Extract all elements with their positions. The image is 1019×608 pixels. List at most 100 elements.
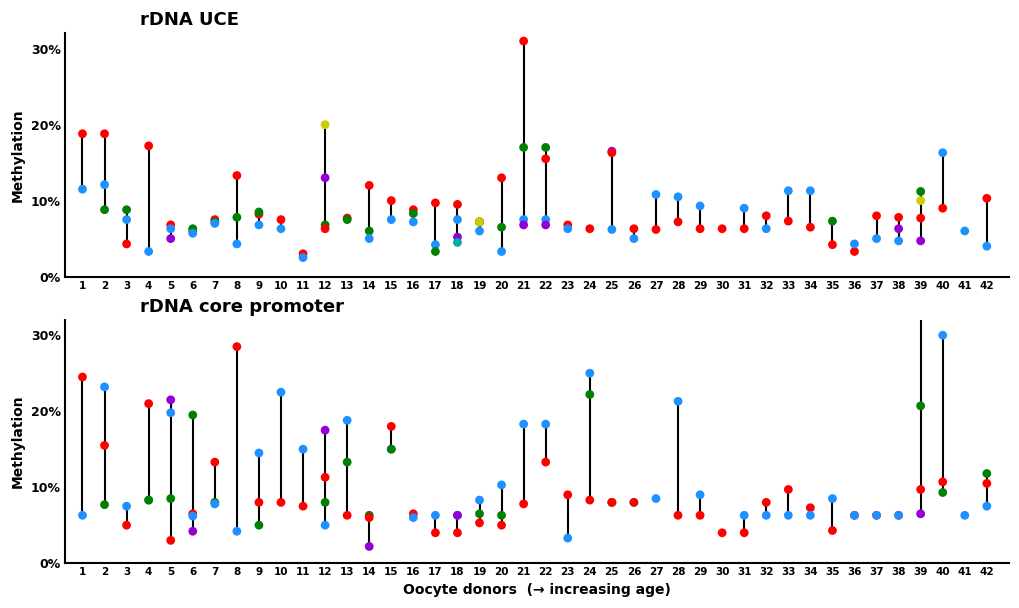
Point bbox=[141, 496, 157, 505]
Point bbox=[405, 509, 421, 519]
Point bbox=[823, 494, 840, 503]
Point bbox=[448, 199, 465, 209]
Point bbox=[141, 496, 157, 505]
Point bbox=[956, 511, 972, 520]
Point bbox=[669, 396, 686, 406]
Point bbox=[184, 229, 201, 238]
Point bbox=[890, 236, 906, 246]
Point bbox=[933, 488, 950, 497]
Point bbox=[184, 527, 201, 536]
Point bbox=[956, 226, 972, 236]
Point bbox=[603, 497, 620, 507]
Point bbox=[383, 196, 399, 206]
Point bbox=[471, 217, 487, 227]
Point bbox=[207, 215, 223, 224]
Point bbox=[361, 226, 377, 236]
Point bbox=[162, 408, 178, 418]
Point bbox=[713, 224, 730, 233]
X-axis label: Oocyte donors  (→ increasing age): Oocyte donors (→ increasing age) bbox=[403, 583, 671, 597]
Point bbox=[251, 209, 267, 219]
Point bbox=[846, 511, 862, 520]
Point bbox=[272, 224, 288, 233]
Point bbox=[780, 186, 796, 196]
Point bbox=[912, 213, 928, 223]
Point bbox=[713, 528, 730, 537]
Point bbox=[912, 401, 928, 411]
Point bbox=[338, 457, 355, 467]
Point bbox=[96, 129, 112, 139]
Point bbox=[294, 249, 311, 258]
Point bbox=[890, 212, 906, 222]
Point bbox=[691, 490, 707, 500]
Point bbox=[912, 236, 928, 246]
Point bbox=[559, 490, 576, 500]
Point bbox=[74, 511, 91, 520]
Point bbox=[471, 496, 487, 505]
Point bbox=[537, 220, 553, 230]
Point bbox=[933, 148, 950, 157]
Point bbox=[867, 233, 883, 243]
Point bbox=[537, 142, 553, 152]
Point bbox=[603, 224, 620, 234]
Point bbox=[757, 511, 773, 520]
Point bbox=[427, 528, 443, 537]
Point bbox=[603, 497, 620, 507]
Point bbox=[251, 448, 267, 458]
Point bbox=[228, 342, 245, 351]
Point bbox=[977, 241, 994, 251]
Point bbox=[603, 148, 620, 157]
Text: rDNA UCE: rDNA UCE bbox=[141, 11, 239, 29]
Point bbox=[912, 285, 928, 294]
Point bbox=[96, 500, 112, 510]
Point bbox=[912, 187, 928, 196]
Point bbox=[405, 217, 421, 227]
Point bbox=[317, 472, 333, 482]
Point bbox=[780, 511, 796, 520]
Point bbox=[823, 240, 840, 249]
Point bbox=[251, 220, 267, 230]
Point bbox=[736, 528, 752, 537]
Point bbox=[801, 503, 817, 513]
Point bbox=[405, 205, 421, 215]
Point bbox=[141, 247, 157, 257]
Point bbox=[383, 215, 399, 224]
Point bbox=[537, 420, 553, 429]
Point bbox=[867, 211, 883, 221]
Point bbox=[912, 485, 928, 494]
Point bbox=[581, 390, 597, 399]
Point bbox=[448, 238, 465, 247]
Point bbox=[757, 211, 773, 221]
Point bbox=[669, 192, 686, 202]
Point bbox=[757, 497, 773, 507]
Point bbox=[118, 205, 135, 215]
Point bbox=[74, 372, 91, 382]
Point bbox=[625, 224, 641, 233]
Point bbox=[867, 511, 883, 520]
Point bbox=[691, 511, 707, 520]
Point bbox=[74, 129, 91, 139]
Point bbox=[162, 224, 178, 233]
Point bbox=[338, 213, 355, 223]
Point bbox=[780, 216, 796, 226]
Point bbox=[801, 511, 817, 520]
Point bbox=[581, 224, 597, 233]
Point bbox=[207, 218, 223, 228]
Point bbox=[890, 511, 906, 520]
Point bbox=[780, 485, 796, 494]
Point bbox=[448, 511, 465, 520]
Point bbox=[647, 494, 663, 503]
Point bbox=[493, 247, 510, 257]
Point bbox=[272, 387, 288, 397]
Point bbox=[493, 173, 510, 182]
Point bbox=[251, 520, 267, 530]
Point bbox=[448, 528, 465, 537]
Point bbox=[118, 502, 135, 511]
Point bbox=[912, 196, 928, 206]
Point bbox=[448, 232, 465, 242]
Point bbox=[890, 224, 906, 233]
Point bbox=[537, 457, 553, 467]
Point bbox=[823, 216, 840, 226]
Point bbox=[537, 215, 553, 224]
Point bbox=[338, 511, 355, 520]
Point bbox=[625, 497, 641, 507]
